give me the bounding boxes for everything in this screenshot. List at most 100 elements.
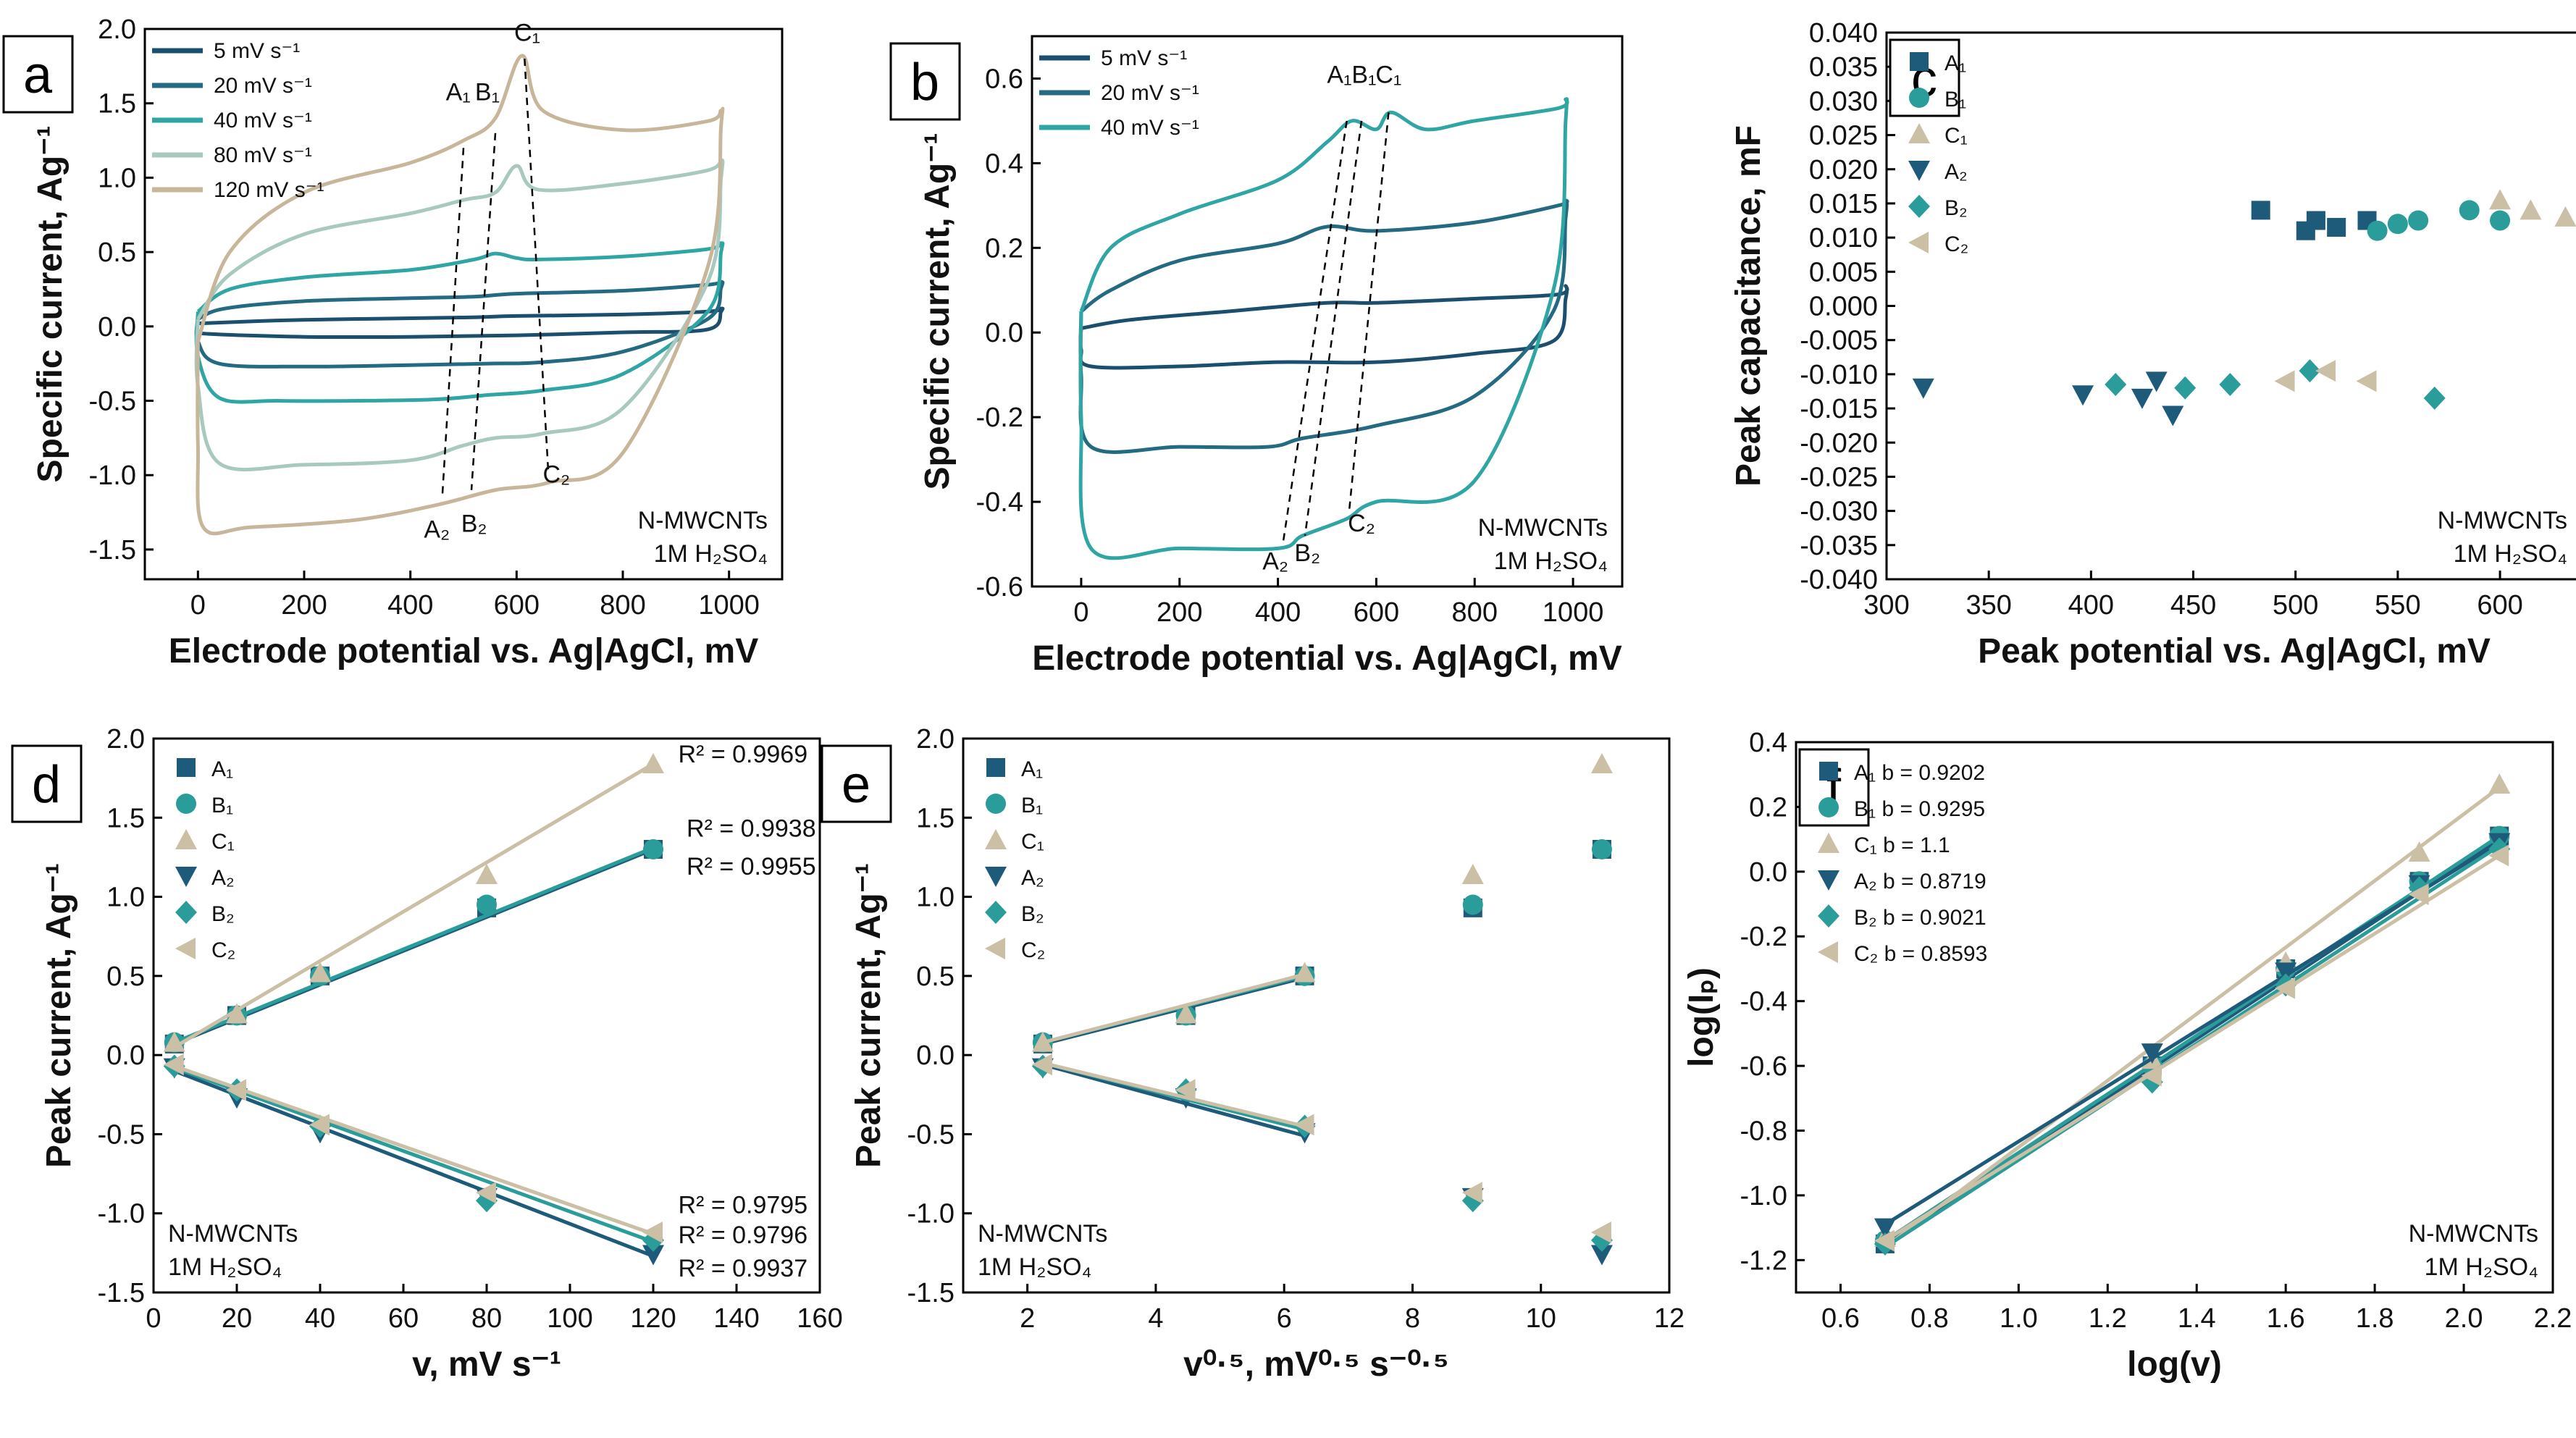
y-tick-label: 0.000 <box>1809 292 1878 322</box>
y-tick-label: 2.0 <box>916 724 955 754</box>
annotation-text: 1M H₂SO₄ <box>978 1253 1091 1281</box>
y-tick-label: 2.0 <box>98 14 136 45</box>
data-point <box>2423 386 2446 410</box>
data-point <box>642 752 664 773</box>
x-tick-label: 120 <box>630 1303 676 1334</box>
r-squared-label: R² = 0.9955 <box>687 853 816 880</box>
peak-label: A₂ <box>1262 548 1288 576</box>
y-tick-label: 1.5 <box>106 803 145 833</box>
panel-letter: b <box>910 54 939 112</box>
y-tick-label: 0.025 <box>1809 121 1878 151</box>
data-point <box>2306 211 2325 230</box>
y-tick-label: -0.030 <box>1800 497 1878 527</box>
data-point <box>226 1003 248 1024</box>
legend-marker <box>175 829 197 849</box>
data-point <box>1175 1003 1197 1024</box>
peak-label: B₂ <box>461 510 487 537</box>
annotation-text: 1M H₂SO₄ <box>2454 540 2567 568</box>
peak-label: A₂ <box>424 516 450 543</box>
x-tick-label: 2.2 <box>2534 1303 2572 1334</box>
x-axis-title: v⁰·⁵, mV⁰·⁵ s⁻⁰·⁵ <box>1183 1345 1449 1384</box>
panel-letter: a <box>23 46 53 104</box>
y-tick-label: -0.6 <box>976 572 1023 602</box>
data-point <box>643 839 663 859</box>
peak-label: C₂ <box>542 461 570 488</box>
legend-label: 5 mV s⁻¹ <box>214 39 300 63</box>
y-tick-label: 0.035 <box>1809 52 1878 83</box>
x-axis-title: log(v) <box>2127 1345 2222 1384</box>
legend-label: B₂ <box>211 902 235 926</box>
legend-label: 40 mV s⁻¹ <box>214 109 312 133</box>
panel-letter-box <box>11 744 83 823</box>
fit-line-5 <box>1042 1061 1306 1128</box>
legend-label: B₁ <box>211 794 233 817</box>
data-point <box>1031 1031 1054 1052</box>
fit-line-2 <box>1884 786 2501 1249</box>
peak-label: C₂ <box>1348 510 1375 537</box>
data-point <box>1461 1182 1482 1204</box>
plot-frame <box>1031 35 1624 588</box>
y-axis-title: Specific current, Ag⁻¹ <box>918 133 957 490</box>
fit-line-3 <box>173 1069 654 1258</box>
legend-marker <box>1908 195 1930 218</box>
legend-label: A₂ <box>1021 866 1044 890</box>
legend-marker <box>1908 161 1930 181</box>
y-axis-title: Specific current, Ag⁻¹ <box>31 126 70 483</box>
legend-label: C₁ <box>1021 830 1044 854</box>
y-tick-label: 0.4 <box>1749 728 1787 758</box>
x-tick-label: 450 <box>2170 590 2216 621</box>
x-tick-label: 1.0 <box>2000 1303 2038 1334</box>
y-tick-label: 0.040 <box>1809 18 1878 49</box>
data-point <box>2275 962 2297 983</box>
y-tick-label: -0.010 <box>1800 360 1878 390</box>
data-point <box>2174 376 2197 400</box>
y-tick-label: -0.025 <box>1800 462 1878 492</box>
r-squared-label: R² = 0.9796 <box>679 1222 808 1249</box>
x-tick-label: 140 <box>713 1303 759 1334</box>
data-point <box>309 1114 330 1136</box>
peak-guide-line <box>1304 120 1363 537</box>
data-point <box>2488 844 2509 867</box>
x-tick-label: 40 <box>305 1303 335 1334</box>
x-tick-label: 80 <box>471 1303 502 1334</box>
y-tick-label: -0.040 <box>1800 565 1878 595</box>
x-tick-label: 400 <box>1255 597 1301 628</box>
y-tick-label: 1.0 <box>916 883 955 913</box>
legend-label: C₂ <box>211 938 235 962</box>
annotation-text: 1M H₂SO₄ <box>1494 547 1608 575</box>
legend-label: B₂ <box>1021 902 1044 926</box>
data-point <box>2141 1064 2162 1087</box>
data-point <box>2327 217 2346 237</box>
data-point <box>2554 206 2576 227</box>
data-point <box>1462 894 1483 915</box>
y-tick-label: -0.015 <box>1800 394 1878 424</box>
x-tick-label: 400 <box>2068 590 2114 621</box>
x-tick-label: 600 <box>494 590 540 621</box>
data-point <box>477 894 497 915</box>
peak-label: B₂ <box>1294 539 1320 567</box>
annotation-text: N-MWCNTs <box>2438 507 2567 534</box>
panel-f: 0.6 0.8 1.0 1.2 1.4 1.6 1.8 2.0 2.2 -1.2 -1.0 -0.8 -… <box>1682 728 2572 1384</box>
x-tick-label: 550 <box>2375 590 2420 621</box>
data-point <box>2145 371 2168 392</box>
data-point <box>163 1054 184 1076</box>
y-tick-label: 1.0 <box>98 163 136 193</box>
y-tick-label: -1.0 <box>1740 1181 1787 1211</box>
annotation-text: N-MWCNTs <box>168 1220 298 1248</box>
peak-guide-line <box>441 148 465 498</box>
x-tick-label: 200 <box>1157 597 1202 628</box>
x-tick-label: 160 <box>797 1303 842 1334</box>
legend-label: A₂ <box>1944 160 1968 184</box>
legend-label: C₂ <box>1944 232 1968 256</box>
x-tick-label: 10 <box>1526 1303 1556 1334</box>
x-tick-label: 1.4 <box>2178 1303 2216 1334</box>
panel-c: 300 350 400 450 500 550 600 -0.040 -0.035 -0.030 -… <box>1729 18 2576 670</box>
legend-label: C₂ b = 0.8593 <box>1854 942 1987 966</box>
peak-guide-line <box>1282 120 1348 544</box>
x-tick-label: 60 <box>388 1303 419 1334</box>
fit-line-4 <box>173 1066 654 1244</box>
y-tick-label: -1.5 <box>89 535 136 565</box>
data-point <box>1591 839 1612 859</box>
data-point <box>1912 378 1934 399</box>
